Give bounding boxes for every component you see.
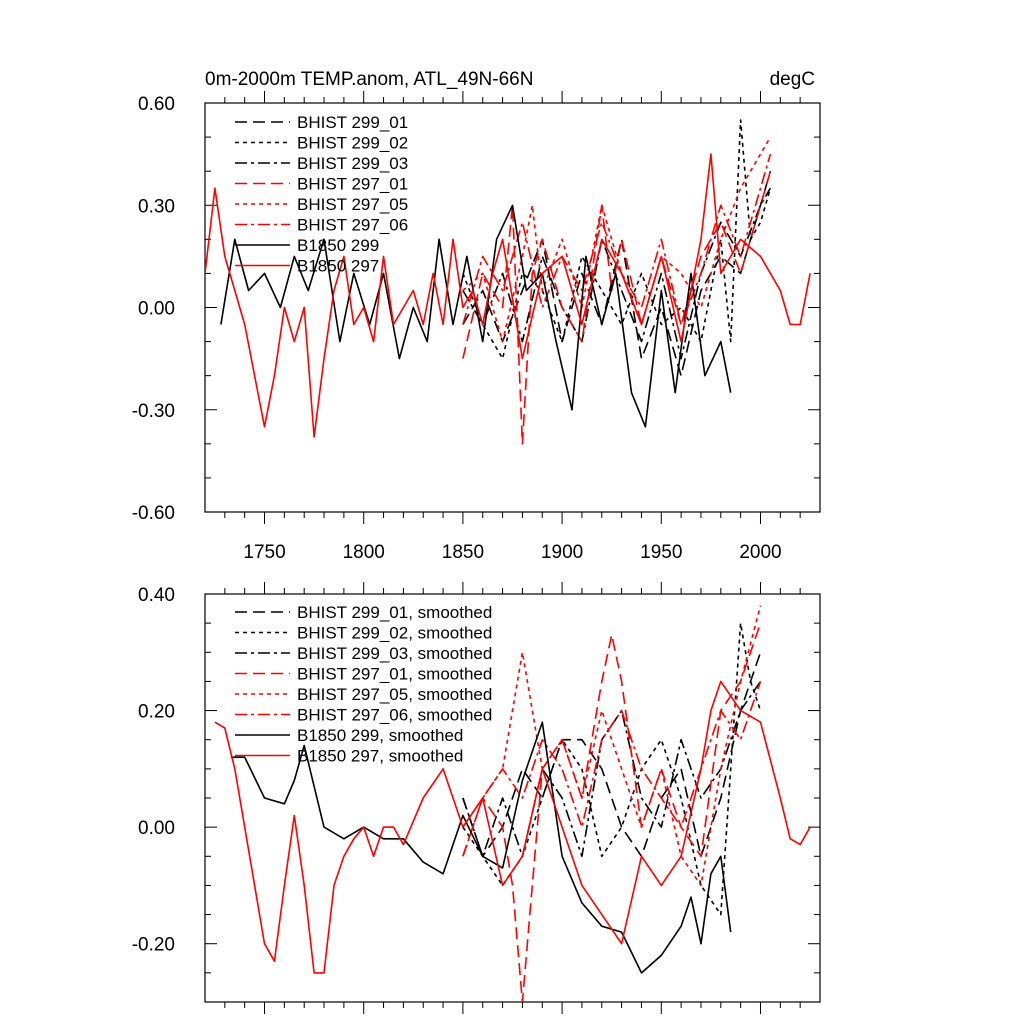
series-lines	[214, 605, 811, 1002]
legend-label-6: BHIST 297_06, smoothed	[297, 706, 492, 725]
series-line-4	[462, 622, 762, 1002]
legend-label-5: BHIST 297_05, smoothed	[297, 685, 492, 704]
series-line-1	[462, 652, 762, 858]
y-tick-label: 0.20	[138, 702, 175, 723]
y-tick-label: 0.00	[138, 299, 175, 320]
legend: BHIST 299_01, smoothed BHIST 299_02, smoo…	[235, 603, 492, 766]
series-line-6	[462, 681, 762, 857]
legend-label-2: BHIST 299_02, smoothed	[297, 624, 492, 643]
legend-label-4: BHIST 297_01	[297, 175, 408, 194]
series-line-2	[462, 622, 762, 916]
y-tick-label: 0.60	[138, 94, 175, 115]
units-label: degC	[770, 69, 815, 90]
chart-title: 0m-2000m TEMP.anom, ATL_49N-66N	[205, 69, 533, 90]
series-lines	[205, 119, 811, 445]
legend-label-4: BHIST 297_01, smoothed	[297, 665, 492, 684]
x-tick-label: 1750	[243, 542, 285, 563]
y-tick-label: -0.20	[132, 935, 175, 956]
legend-label-2: BHIST 299_02	[297, 134, 408, 153]
legend-label-1: BHIST 299_01	[297, 113, 408, 132]
series-line-5	[462, 136, 772, 343]
legend-label-5: BHIST 297_05	[297, 195, 408, 214]
y-tick-label: 0.40	[138, 585, 175, 606]
series-line-6	[462, 153, 772, 326]
x-tick-label: 1900	[541, 542, 583, 563]
series-line-5	[462, 605, 762, 887]
legend-label-8: B1850 297	[297, 257, 379, 276]
series-line-2	[462, 119, 772, 360]
y-tick-label: -0.30	[132, 401, 175, 422]
legend-label-3: BHIST 299_03, smoothed	[297, 644, 492, 663]
series-line-8	[205, 153, 811, 438]
legend-label-7: B1850 299, smoothed	[297, 726, 463, 745]
x-tick-label: 1800	[343, 542, 385, 563]
top-panel: 1750 1800 1850 1900 1950 2000 -0.60 -0.30 0.00 0.…	[132, 69, 821, 563]
series-line-3	[462, 680, 762, 858]
legend-label-1: BHIST 299_01, smoothed	[297, 603, 492, 622]
series-line-8	[214, 680, 811, 974]
legend-label-3: BHIST 299_03	[297, 154, 408, 173]
legend-label-7: B1850 299	[297, 236, 379, 255]
y-tick-label: -0.60	[132, 503, 175, 524]
legend-label-6: BHIST 297_06	[297, 216, 408, 235]
y-tick-label: 0.00	[138, 818, 175, 839]
legend-label-8: B1850 297, smoothed	[297, 747, 463, 766]
y-tick-label: 0.30	[138, 196, 175, 217]
x-tick-label: 1850	[442, 542, 484, 563]
x-tick-label: 1950	[640, 542, 682, 563]
series-line-7	[230, 721, 732, 974]
x-tick-label: 2000	[739, 542, 781, 563]
